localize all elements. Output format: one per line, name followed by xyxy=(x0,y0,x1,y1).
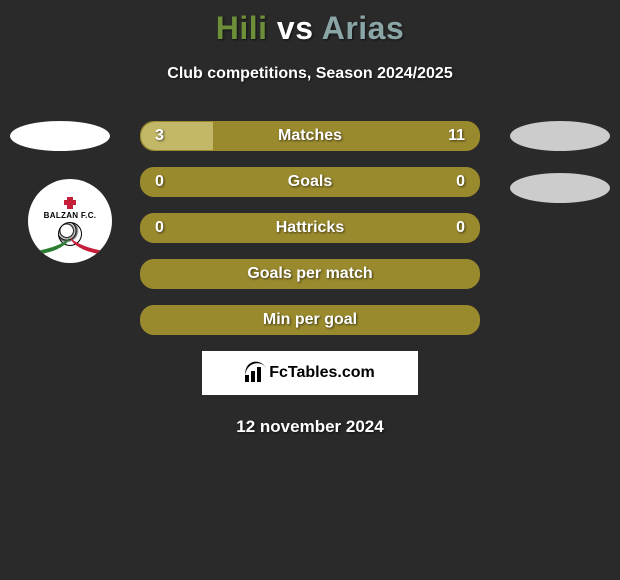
watermark: FcTables.com xyxy=(202,351,418,395)
stat-bar-min-per-goal: Min per goal xyxy=(140,305,480,335)
stat-bar-goals: 0Goals0 xyxy=(140,167,480,197)
swoosh-left-icon xyxy=(28,227,72,259)
title-left-player: Hili xyxy=(216,10,268,46)
swoosh-right-icon xyxy=(68,227,112,259)
bar-value-right: 0 xyxy=(441,219,465,237)
subtitle: Club competitions, Season 2024/2025 xyxy=(0,65,620,83)
bar-text: 0Hattricks0 xyxy=(141,219,479,237)
bar-text: Min per goal xyxy=(141,311,479,329)
cross-icon xyxy=(67,197,73,209)
left-placeholder-ellipse xyxy=(10,121,110,151)
stat-bars: 3Matches110Goals00Hattricks0Goals per ma… xyxy=(140,121,480,335)
bar-label: Matches xyxy=(179,127,441,145)
title-vs: vs xyxy=(277,10,314,46)
bar-value-right: 0 xyxy=(441,173,465,191)
bar-value-left: 0 xyxy=(155,219,179,237)
watermark-text: FcTables.com xyxy=(269,364,375,382)
club-logo-balzan: BALZAN F.C. xyxy=(28,179,112,263)
bar-text: 3Matches11 xyxy=(141,127,479,145)
stat-bar-matches: 3Matches11 xyxy=(140,121,480,151)
right-placeholder-ellipse-2 xyxy=(510,173,610,203)
bar-label: Hattricks xyxy=(179,219,441,237)
bar-text: Goals per match xyxy=(141,265,479,283)
stat-bar-hattricks: 0Hattricks0 xyxy=(140,213,480,243)
content-area: BALZAN F.C. 3Matches110Goals00Hattricks0… xyxy=(0,121,620,335)
club-logo-text: BALZAN F.C. xyxy=(44,211,97,220)
bar-chart-icon xyxy=(245,364,265,382)
bar-value-right: 11 xyxy=(441,127,465,145)
bar-value-left: 3 xyxy=(155,127,179,145)
right-placeholder-ellipse-1 xyxy=(510,121,610,151)
stat-bar-goals-per-match: Goals per match xyxy=(140,259,480,289)
bar-label: Goals per match xyxy=(179,265,441,283)
title-right-player: Arias xyxy=(322,10,405,46)
comparison-title: Hili vs Arias xyxy=(0,0,620,47)
bar-value-left: 0 xyxy=(155,173,179,191)
bar-text: 0Goals0 xyxy=(141,173,479,191)
bar-label: Min per goal xyxy=(179,311,441,329)
date-text: 12 november 2024 xyxy=(0,417,620,437)
bar-label: Goals xyxy=(179,173,441,191)
